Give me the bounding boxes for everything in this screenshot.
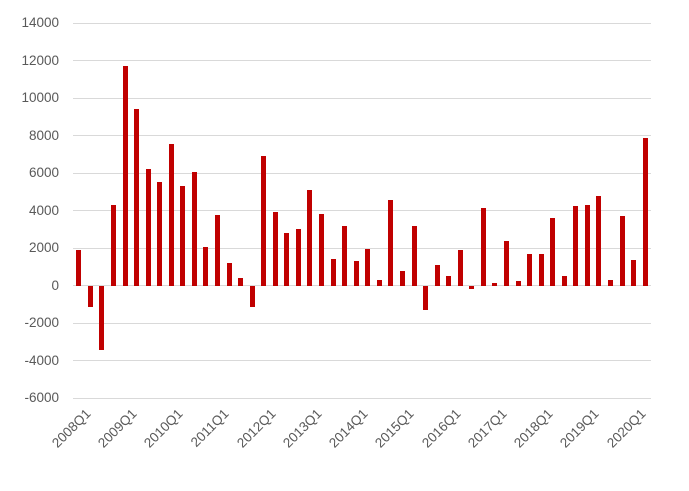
bar-2015Q1 [399,271,405,286]
bar-2010Q4 [203,247,209,286]
bar-2015Q4 [434,264,440,286]
bar-2011Q4 [249,285,255,308]
bar-2014Q2 [365,248,371,286]
bar-2010Q1 [168,143,174,286]
bar-2009Q2 [134,109,140,286]
gridline-12000 [73,60,651,61]
x-tick-label: 2016Q1 [418,406,464,451]
bar-2013Q3 [330,259,336,286]
bar-2016Q4 [480,207,486,286]
y-tick-label: 6000 [28,165,59,180]
gridline-6000 [73,172,651,174]
gridline-14000 [73,22,651,24]
gridline-2000 [73,247,651,249]
x-tick-label: 2018Q1 [511,406,556,451]
bar-2010Q2 [180,186,186,286]
bar-2020Q1 [631,260,637,286]
bar-2014Q3 [376,279,382,286]
gridline-10000 [73,97,651,99]
y-tick-label: 10000 [21,90,59,105]
bar-2019Q1 [584,204,590,286]
x-tick-label: 2013Q1 [280,406,325,451]
bar-2010Q3 [191,172,197,286]
y-tick-label: 12000 [21,52,59,68]
bar-2012Q3 [284,232,290,286]
bar-2011Q3 [238,278,244,286]
gridline--2000 [73,322,651,324]
bar-2016Q3 [469,285,475,290]
bar-2020Q2 [642,138,648,286]
x-axis: 2008Q1 2009Q1 2010Q1 2011Q1 2012Q1 2013Q1 2014… [49,398,651,491]
bar-2016Q2 [457,249,463,286]
y-axis: 14000 12000 10000 8000 6000 4000 2000 0 -2000 -40… [0,0,59,491]
bar-2017Q3 [515,280,521,286]
y-tick-label: -4000 [24,352,59,368]
x-tick-label: 2009Q1 [95,406,140,451]
bar-2017Q2 [504,240,509,286]
gridline--4000 [73,360,651,361]
bar-2009Q3 [145,169,151,286]
bar-2012Q2 [272,212,278,286]
gridline-8000 [73,135,651,136]
x-tick-label: 2010Q1 [141,406,186,451]
y-tick-label: 8000 [28,127,59,143]
bar-2014Q1 [353,261,359,286]
y-tick-label: 4000 [28,202,59,218]
bar-2012Q1 [261,156,267,286]
bar-2008Q4 [110,204,116,286]
y-tick-label: -6000 [24,390,59,405]
bar-2009Q1 [122,66,128,286]
x-tick-label: 2014Q1 [326,406,371,451]
bar-2011Q2 [226,263,232,286]
x-tick-label: 2015Q1 [372,406,418,451]
bar-2018Q1 [538,253,544,286]
bar-2019Q4 [619,216,625,286]
bar-2018Q4 [573,205,579,286]
gridline-4000 [73,210,651,211]
bar-2012Q4 [295,229,301,286]
bar-2018Q3 [561,276,567,286]
bar-2013Q4 [342,225,348,286]
bar-2013Q2 [319,214,325,286]
x-tick-label: 2017Q1 [464,406,510,451]
bar-2009Q4 [157,182,163,286]
y-tick-label: -2000 [24,315,59,330]
gridline--6000 [73,397,651,399]
y-tick-label: 0 [51,277,59,293]
bar-2017Q1 [492,282,498,286]
bar-2019Q2 [596,196,602,286]
x-tick-label: 2011Q1 [188,406,233,450]
bar-2019Q3 [608,280,614,286]
bar-2015Q3 [423,285,429,310]
bar-2017Q4 [527,253,533,286]
x-tick-label: 2012Q1 [233,406,279,451]
bar-2008Q2 [87,285,93,308]
y-tick-label: 2000 [28,240,59,255]
gridline-0 [73,285,651,286]
bar-2015Q2 [411,226,417,286]
bar-2014Q4 [388,200,394,286]
y-tick-label: 14000 [21,15,59,30]
x-tick-label: 2020Q1 [603,406,649,451]
plot-area [73,22,651,399]
bar-2008Q1 [76,249,82,286]
bar-2008Q3 [99,285,105,351]
x-tick-label: 2019Q1 [557,406,603,451]
bar-2013Q1 [307,189,313,286]
bar-2011Q1 [215,215,220,286]
bar-2018Q2 [550,218,556,286]
bar-2016Q1 [446,276,452,286]
